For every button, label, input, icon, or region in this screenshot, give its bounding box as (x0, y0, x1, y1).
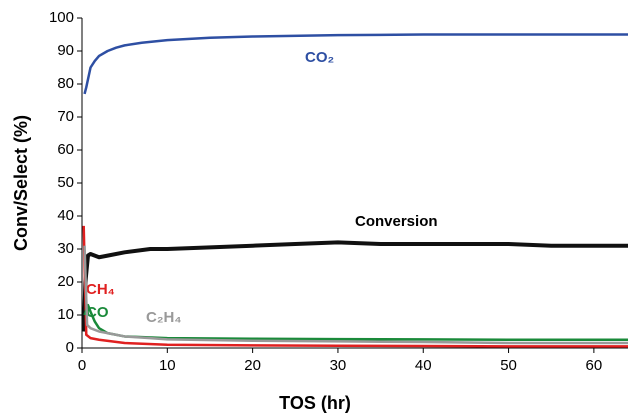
x-tick-label: 20 (244, 357, 261, 374)
x-tick-label: 60 (586, 357, 603, 374)
y-tick-label: 30 (57, 240, 74, 257)
series-line (83, 245, 628, 345)
x-tick-label: 10 (159, 357, 176, 374)
y-tick-label: 80 (57, 75, 74, 92)
series-label: C₂H₄ (146, 309, 181, 326)
y-axis-title: Conv/Select (%) (11, 115, 31, 251)
x-tick-label: 40 (415, 357, 432, 374)
series-label: Conversion (355, 213, 438, 230)
series-line (83, 33, 628, 95)
x-axis-title: TOS (hr) (279, 393, 351, 413)
y-tick-label: 60 (57, 141, 74, 158)
series-line (82, 225, 628, 348)
y-tick-label: 70 (57, 108, 74, 125)
y-tick-label: 10 (57, 306, 74, 323)
y-tick-label: 20 (57, 273, 74, 290)
x-tick-label: 30 (330, 357, 347, 374)
series-label: CO (86, 304, 109, 321)
y-tick-label: 50 (57, 174, 74, 191)
y-tick-label: 0 (66, 339, 74, 356)
y-tick-label: 40 (57, 207, 74, 224)
x-tick-label: 50 (500, 357, 517, 374)
x-tick-label: 0 (78, 357, 86, 374)
y-tick-label: 100 (49, 9, 74, 26)
series-label: CH₄ (86, 281, 115, 298)
series-line (81, 240, 628, 332)
series-label: CO₂ (305, 49, 334, 66)
y-tick-label: 90 (57, 42, 74, 59)
